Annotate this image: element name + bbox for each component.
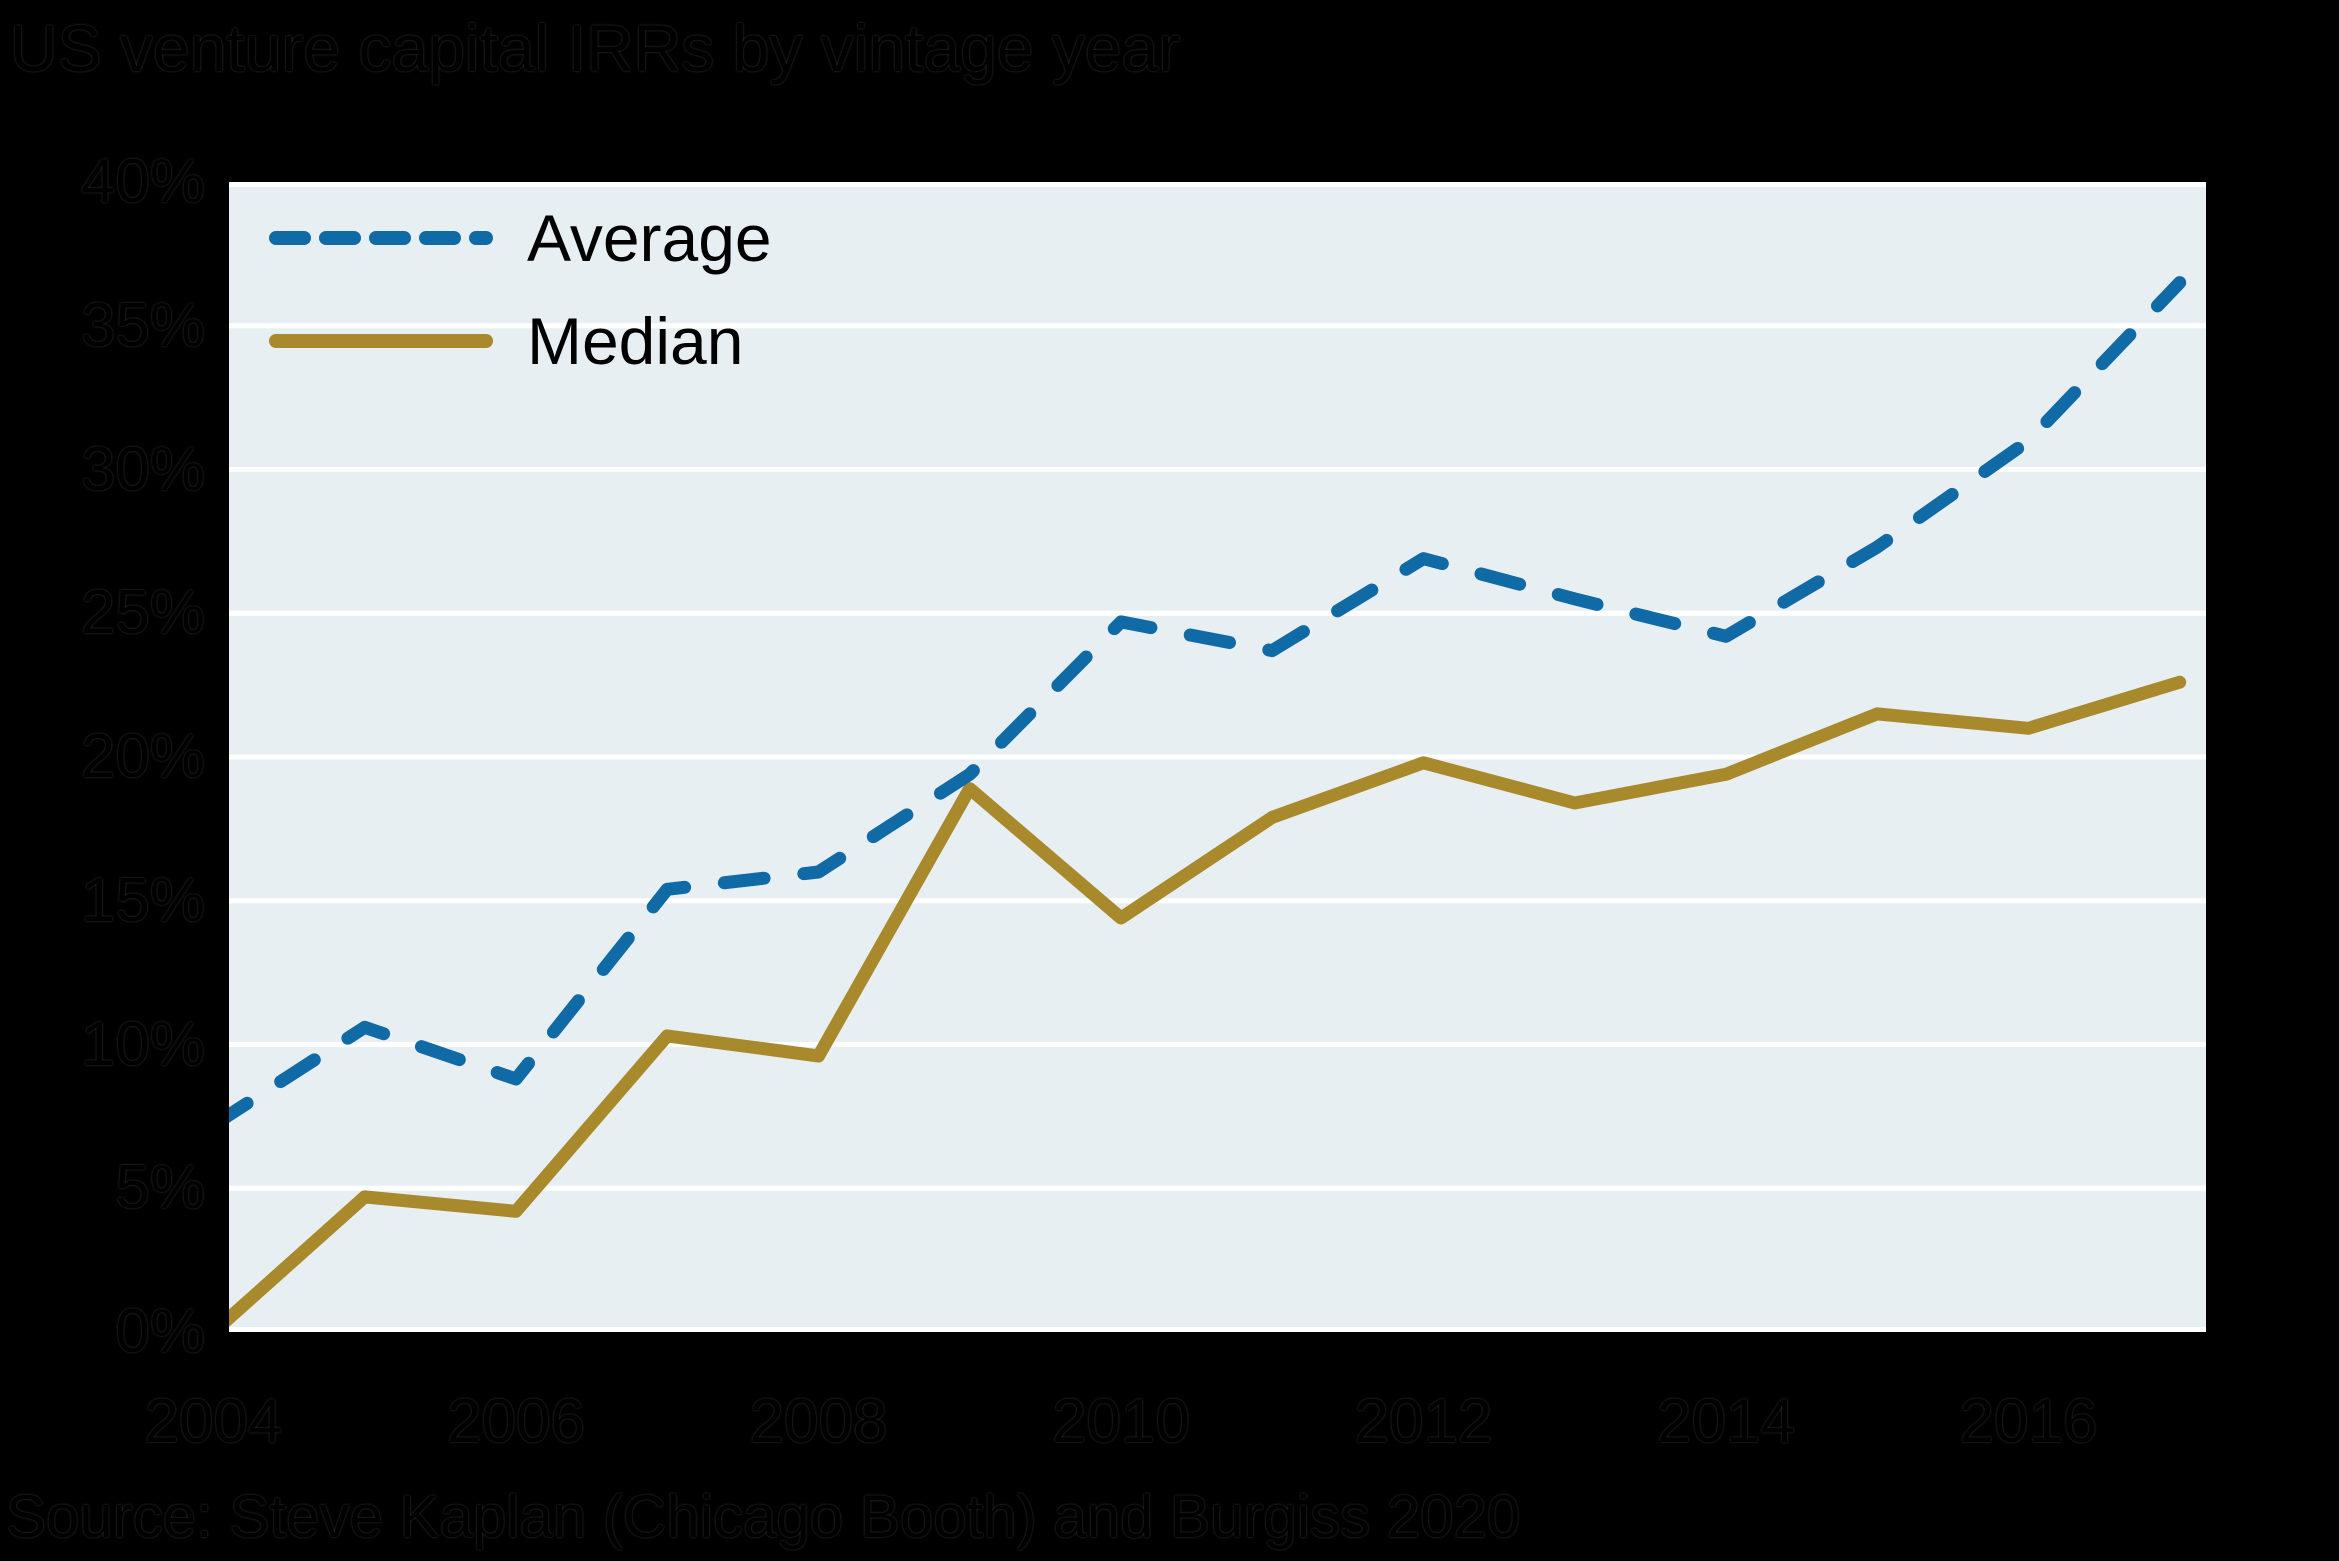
plot-area: Average Median [229, 182, 2206, 1332]
y-tick-label: 25% [80, 578, 205, 648]
legend-label-median: Median [527, 303, 744, 378]
average-line-sample [269, 230, 493, 245]
y-tick-label: 5% [115, 1153, 205, 1223]
source-note: Source: Steve Kaplan (Chicago Booth) and… [6, 1483, 1521, 1550]
legend-item-average: Average [267, 186, 772, 289]
x-tick-label: 2016 [1959, 1387, 2098, 1456]
x-tick-label: 2010 [1052, 1387, 1190, 1456]
median-series-line [229, 675, 2187, 1327]
x-tick-label: 2014 [1657, 1387, 1795, 1456]
y-tick-label: 30% [80, 434, 205, 504]
average-series-line [229, 276, 2187, 1123]
y-tick-label: 10% [80, 1009, 205, 1079]
legend: Average Median [267, 186, 772, 392]
chart-title: US venture capital IRRs by vintage year [10, 11, 1181, 85]
x-tick-label: 2006 [447, 1387, 585, 1456]
x-tick-label: 2004 [144, 1387, 283, 1456]
y-tick-label: 0% [115, 1297, 205, 1366]
y-tick-label: 40% [80, 147, 205, 216]
x-tick-label: 2008 [749, 1387, 888, 1456]
line-chart [229, 182, 2206, 1332]
median-line-sample [269, 333, 493, 348]
legend-item-median: Median [267, 289, 772, 392]
y-tick-label: 20% [80, 722, 205, 791]
legend-label-average: Average [527, 200, 772, 275]
y-tick-label: 35% [80, 290, 205, 360]
y-tick-label: 15% [80, 865, 205, 935]
x-tick-label: 2012 [1354, 1387, 1493, 1456]
